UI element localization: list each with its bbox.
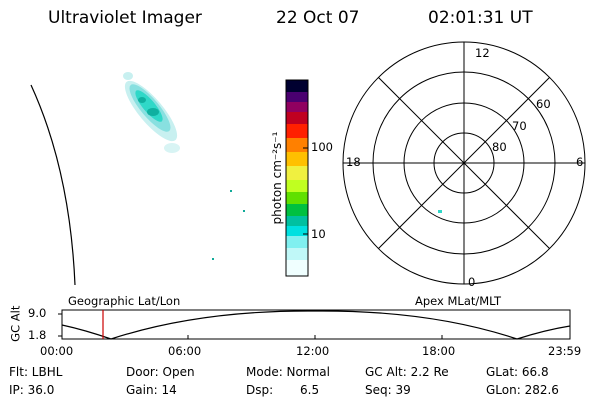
time-tick-1800: 18:00 [422,344,456,358]
glat-status: GLat: 66.8 [486,365,549,379]
lat-label-60: 60 [536,97,551,111]
lat-label-70: 70 [512,119,527,133]
mlt-label-12: 12 [475,46,490,60]
instrument-title: Ultraviolet Imager [48,8,202,28]
gain-status: Gain: 14 [126,383,177,397]
time-tick-1200: 12:00 [296,344,330,358]
lat-label-80: 80 [492,140,507,154]
earth-limb [30,84,76,286]
altitude-tick-1-8: 1.8 [28,328,47,342]
colorbar-tick-100: 100 [311,140,333,154]
door-status: Door: Open [126,365,195,379]
colorbar-unit-label: photon cm⁻²s⁻¹ [270,131,284,225]
altitude-axis-label: GC Alt [8,305,23,342]
colorbar-tick-10: 10 [311,227,326,241]
dsp-value: 6.5 [300,383,320,397]
colorbar [285,79,309,277]
glon-status: GLon: 282.6 [486,383,559,397]
seq-status: Seq: 39 [365,383,411,397]
mlt-label-18: 18 [346,155,361,169]
geographic-title: Geographic Lat/Lon [68,294,181,308]
polar-grid [342,41,586,285]
time-tick-0000: 00:00 [40,344,74,358]
altitude-panel [58,309,571,340]
ip-status: IP: 36.0 [9,383,55,397]
aurora-image [123,72,245,260]
time-tick-0600: 06:00 [168,344,202,358]
gc-alt-status: GC Alt: 2.2 Re [365,365,449,379]
mlt-label-0: 0 [468,275,476,289]
altitude-tick-9: 9.0 [28,306,47,320]
date-label: 22 Oct 07 [276,8,360,28]
filter-status: Flt: LBHL [9,365,63,379]
mode-status: Mode: Normal [246,365,330,379]
dsp-label: Dsp: [246,383,274,397]
mlt-label-6: 6 [576,155,584,169]
time-tick-2359: 23:59 [548,344,582,358]
polar-aurora-spot [438,210,442,213]
time-label: 02:01:31 UT [428,8,533,28]
apex-title: Apex MLat/MLT [415,294,502,308]
